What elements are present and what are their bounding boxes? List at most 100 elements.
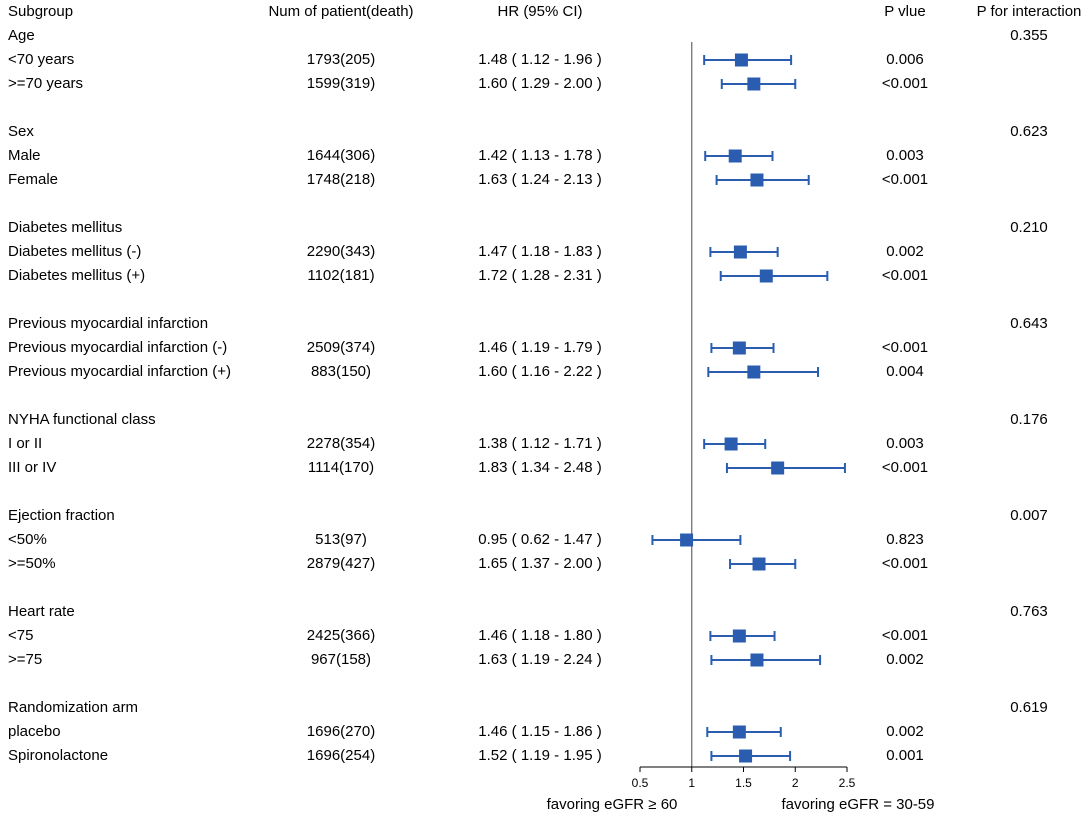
row-num-patients: 2425(366) xyxy=(307,627,375,644)
row-label: <70 years xyxy=(8,51,74,68)
row-hr-ci: 0.95 ( 0.62 - 1.47 ) xyxy=(478,531,601,548)
group-label: Randomization arm xyxy=(8,699,138,716)
row-num-patients: 513(97) xyxy=(315,531,367,548)
row-label: Female xyxy=(8,171,58,188)
row-hr-ci: 1.38 ( 1.12 - 1.71 ) xyxy=(478,435,601,452)
hr-marker xyxy=(750,653,764,667)
row-label: III or IV xyxy=(8,459,56,476)
p-interaction-value: 0.007 xyxy=(1010,507,1048,524)
row-num-patients: 2509(374) xyxy=(307,339,375,356)
hr-marker xyxy=(724,437,738,451)
row-num-patients: 1748(218) xyxy=(307,171,375,188)
hr-marker xyxy=(752,557,766,571)
row-num-patients: 2290(343) xyxy=(307,243,375,260)
row-hr-ci: 1.72 ( 1.28 - 2.31 ) xyxy=(478,267,601,284)
row-num-patients: 1696(270) xyxy=(307,723,375,740)
row-num-patients: 2879(427) xyxy=(307,555,375,572)
row-hr-ci: 1.42 ( 1.13 - 1.78 ) xyxy=(478,147,601,164)
row-num-patients: 2278(354) xyxy=(307,435,375,452)
hr-marker xyxy=(739,749,753,763)
row-p-value: 0.823 xyxy=(886,531,924,548)
group-label: Sex xyxy=(8,123,34,140)
row-p-value: 0.004 xyxy=(886,363,924,380)
hr-marker xyxy=(771,461,785,475)
row-p-value: <0.001 xyxy=(882,75,928,92)
row-label: <75 xyxy=(8,627,33,644)
p-interaction-value: 0.355 xyxy=(1010,27,1048,44)
row-label: Diabetes mellitus (-) xyxy=(8,243,141,260)
row-hr-ci: 1.65 ( 1.37 - 2.00 ) xyxy=(478,555,601,572)
row-p-value: 0.003 xyxy=(886,435,924,452)
hr-marker xyxy=(747,365,761,379)
row-hr-ci: 1.46 ( 1.18 - 1.80 ) xyxy=(478,627,601,644)
row-num-patients: 1793(205) xyxy=(307,51,375,68)
row-label: >=70 years xyxy=(8,75,83,92)
row-label: Spironolactone xyxy=(8,747,108,764)
row-label: Previous myocardial infarction (+) xyxy=(8,363,231,380)
row-num-patients: 1114(170) xyxy=(308,459,374,476)
row-p-value: 0.006 xyxy=(886,51,924,68)
row-hr-ci: 1.60 ( 1.16 - 2.22 ) xyxy=(478,363,601,380)
group-label: Heart rate xyxy=(8,603,75,620)
hr-marker xyxy=(680,533,694,547)
header-subgroup: Subgroup xyxy=(8,3,73,20)
hr-marker xyxy=(733,245,747,259)
p-interaction-value: 0.619 xyxy=(1010,699,1048,716)
group-label: Ejection fraction xyxy=(8,507,115,524)
row-hr-ci: 1.46 ( 1.15 - 1.86 ) xyxy=(478,723,601,740)
hr-marker xyxy=(732,341,746,355)
row-hr-ci: 1.52 ( 1.19 - 1.95 ) xyxy=(478,747,601,764)
row-p-value: 0.002 xyxy=(886,723,924,740)
row-p-value: <0.001 xyxy=(882,267,928,284)
row-hr-ci: 1.63 ( 1.19 - 2.24 ) xyxy=(478,651,601,668)
row-num-patients: 1696(254) xyxy=(307,747,375,764)
row-hr-ci: 1.83 ( 1.34 - 2.48 ) xyxy=(478,459,601,476)
row-p-value: 0.002 xyxy=(886,651,924,668)
p-interaction-value: 0.176 xyxy=(1010,411,1048,428)
row-label: >=50% xyxy=(8,555,56,572)
hr-marker xyxy=(732,725,746,739)
row-hr-ci: 1.60 ( 1.29 - 2.00 ) xyxy=(478,75,601,92)
header-p-interaction: P for interaction xyxy=(977,3,1082,20)
row-p-value: <0.001 xyxy=(882,459,928,476)
row-num-patients: 1102(181) xyxy=(307,267,374,284)
x-axis-tick-label: 1 xyxy=(688,776,695,790)
p-interaction-value: 0.643 xyxy=(1010,315,1048,332)
row-p-value: 0.002 xyxy=(886,243,924,260)
row-hr-ci: 1.63 ( 1.24 - 2.13 ) xyxy=(478,171,601,188)
row-label: placebo xyxy=(8,723,61,740)
p-interaction-value: 0.763 xyxy=(1010,603,1048,620)
header-num-patients: Num of patient(death) xyxy=(268,3,413,20)
row-num-patients: 1644(306) xyxy=(307,147,375,164)
group-label: Diabetes mellitus xyxy=(8,219,122,236)
hr-marker xyxy=(759,269,773,283)
x-axis-tick-label: 0.5 xyxy=(632,776,649,790)
group-label: Previous myocardial infarction xyxy=(8,315,208,332)
header-p-value: P vlue xyxy=(884,3,925,20)
row-num-patients: 883(150) xyxy=(311,363,371,380)
row-label: Diabetes mellitus (+) xyxy=(8,267,145,284)
hr-marker xyxy=(747,77,761,91)
x-axis-tick-label: 2.5 xyxy=(839,776,856,790)
row-label: Male xyxy=(8,147,41,164)
row-p-value: 0.003 xyxy=(886,147,924,164)
x-axis-tick-label: 1.5 xyxy=(735,776,752,790)
p-interaction-value: 0.210 xyxy=(1010,219,1048,236)
p-interaction-value: 0.623 xyxy=(1010,123,1048,140)
row-p-value: <0.001 xyxy=(882,171,928,188)
row-hr-ci: 1.47 ( 1.18 - 1.83 ) xyxy=(478,243,601,260)
row-hr-ci: 1.48 ( 1.12 - 1.96 ) xyxy=(478,51,601,68)
header-hr-ci: HR (95% CI) xyxy=(497,3,582,20)
row-p-value: 0.001 xyxy=(886,747,924,764)
row-label: Previous myocardial infarction (-) xyxy=(8,339,227,356)
row-label: <50% xyxy=(8,531,47,548)
row-p-value: <0.001 xyxy=(882,627,928,644)
hr-marker xyxy=(728,149,742,163)
row-hr-ci: 1.46 ( 1.19 - 1.79 ) xyxy=(478,339,601,356)
hr-marker xyxy=(734,53,748,67)
row-label: >=75 xyxy=(8,651,42,668)
group-label: NYHA functional class xyxy=(8,411,156,428)
x-axis-tick-label: 2 xyxy=(792,776,799,790)
group-label: Age xyxy=(8,27,35,44)
